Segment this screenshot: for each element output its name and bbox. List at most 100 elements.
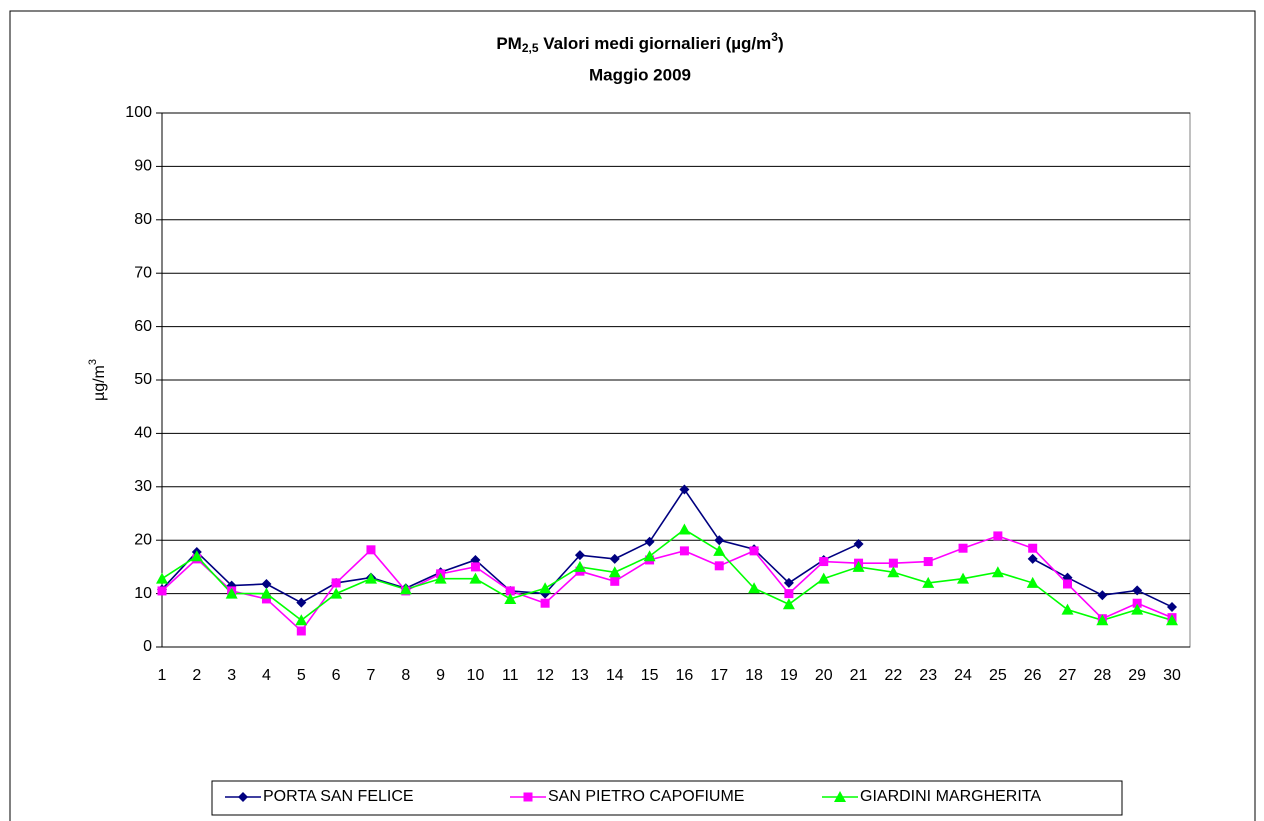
data-point xyxy=(296,626,306,636)
data-point xyxy=(573,560,586,572)
x-tick-label: 5 xyxy=(297,667,306,684)
x-tick-label: 29 xyxy=(1128,667,1146,684)
data-point xyxy=(574,550,585,561)
data-point xyxy=(364,572,377,584)
y-tick-label: 10 xyxy=(134,585,152,602)
legend-label: GIARDINI MARGHERITA xyxy=(860,788,1041,805)
x-tick-label: 1 xyxy=(158,667,167,684)
x-tick-label: 26 xyxy=(1024,667,1042,684)
y-tick-label: 30 xyxy=(134,478,152,495)
data-point xyxy=(156,572,168,584)
data-point xyxy=(330,587,343,599)
data-point xyxy=(610,576,620,586)
x-tick-label: 21 xyxy=(850,667,868,684)
data-point xyxy=(713,544,726,556)
data-point xyxy=(469,572,482,584)
data-point xyxy=(749,546,759,556)
data-point xyxy=(783,577,794,588)
x-tick-label: 8 xyxy=(401,667,410,684)
x-tick-label: 17 xyxy=(710,667,728,684)
y-tick-label: 90 xyxy=(134,158,152,175)
y-tick-label: 40 xyxy=(134,425,152,442)
x-tick-label: 9 xyxy=(436,667,445,684)
series-line xyxy=(161,528,1173,622)
data-point xyxy=(852,560,865,572)
x-tick-label: 27 xyxy=(1059,667,1077,684)
x-tick-label: 7 xyxy=(367,667,376,684)
data-point xyxy=(1096,614,1109,626)
data-point xyxy=(157,586,167,596)
data-point xyxy=(1131,603,1144,615)
data-point xyxy=(784,589,794,599)
data-point xyxy=(1132,585,1143,596)
y-tick-label: 0 xyxy=(143,638,152,655)
data-point xyxy=(644,536,655,547)
data-point xyxy=(366,545,376,555)
data-point xyxy=(540,598,550,608)
data-point xyxy=(260,587,273,599)
data-point xyxy=(225,587,238,599)
title-part: Valori medi giornalieri (µg/m xyxy=(539,34,772,53)
x-tick-label: 16 xyxy=(676,667,694,684)
x-tick-label: 12 xyxy=(536,667,554,684)
data-point xyxy=(504,592,517,604)
data-point xyxy=(748,582,761,594)
legend-marker xyxy=(238,792,248,802)
x-tick-label: 3 xyxy=(227,667,236,684)
data-point xyxy=(1026,576,1039,588)
data-point xyxy=(1166,614,1178,626)
data-point xyxy=(1063,579,1073,589)
y-tick-label: 50 xyxy=(134,371,152,388)
data-point xyxy=(887,566,900,578)
legend-label: PORTA SAN FELICE xyxy=(263,788,414,805)
data-point xyxy=(714,535,725,546)
x-tick-label: 2 xyxy=(192,667,201,684)
data-point xyxy=(678,523,691,535)
y-axis-label: µg/m3 xyxy=(87,359,108,401)
data-point xyxy=(993,531,1003,541)
data-point xyxy=(1027,553,1038,564)
data-point xyxy=(679,546,689,556)
y-label-part: µg/m xyxy=(91,365,108,401)
data-point xyxy=(1061,603,1074,615)
y-label-superscript: 3 xyxy=(87,359,99,365)
data-point xyxy=(817,572,830,584)
data-point xyxy=(957,572,970,584)
chart-subtitle: Maggio 2009 xyxy=(589,65,691,84)
x-tick-label: 6 xyxy=(332,667,341,684)
series-line xyxy=(161,535,1173,633)
data-point xyxy=(958,543,968,553)
x-tick-label: 30 xyxy=(1163,667,1181,684)
x-tick-label: 25 xyxy=(989,667,1007,684)
x-tick-label: 24 xyxy=(954,667,972,684)
data-point xyxy=(434,572,447,584)
x-tick-label: 14 xyxy=(606,667,624,684)
legend-label: SAN PIETRO CAPOFIUME xyxy=(548,788,744,805)
data-point xyxy=(643,550,656,562)
title-part: ) xyxy=(778,34,784,53)
data-point xyxy=(261,594,271,604)
data-point xyxy=(296,597,307,608)
x-tick-label: 20 xyxy=(815,667,833,684)
data-point xyxy=(819,557,829,567)
data-point xyxy=(609,553,620,564)
x-tick-label: 15 xyxy=(641,667,659,684)
x-tick-label: 4 xyxy=(262,667,271,684)
data-point xyxy=(331,578,341,588)
legend-box xyxy=(211,780,1123,816)
data-point xyxy=(399,583,412,595)
data-point xyxy=(295,614,308,626)
x-tick-label: 10 xyxy=(467,667,485,684)
x-tick-label: 13 xyxy=(571,667,589,684)
data-point xyxy=(1028,543,1038,553)
data-point xyxy=(190,550,203,562)
y-tick-label: 70 xyxy=(134,264,152,281)
data-point xyxy=(923,557,933,567)
title-subscript: 2,5 xyxy=(522,41,539,55)
x-tick-label: 11 xyxy=(502,667,519,684)
data-point xyxy=(608,566,621,578)
data-point xyxy=(1132,598,1142,608)
data-point xyxy=(505,586,515,596)
data-point xyxy=(888,558,898,568)
data-point xyxy=(539,582,552,594)
